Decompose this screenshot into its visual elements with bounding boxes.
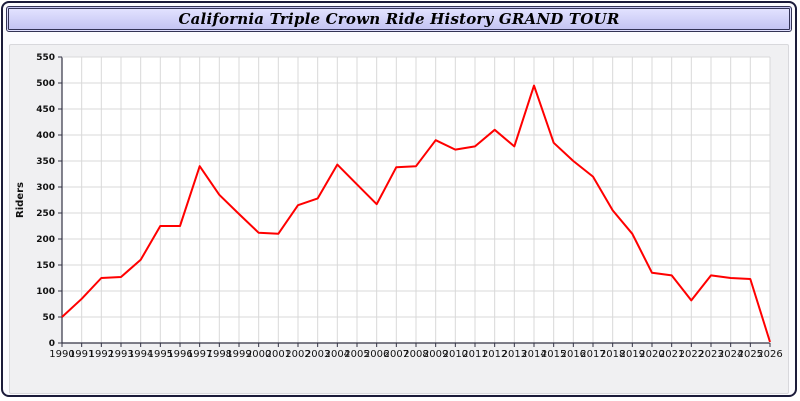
chart-title-bar: California Triple Crown Ride History GRA…: [6, 6, 792, 32]
x-tick-label: 1992: [89, 349, 114, 360]
x-tick-label: 2008: [403, 349, 428, 360]
y-tick-label: 150: [36, 261, 55, 271]
y-tick-label: 200: [36, 235, 55, 245]
x-tick-label: 2010: [443, 349, 468, 360]
y-tick-label: 450: [36, 105, 55, 115]
y-tick-label: 50: [42, 313, 55, 323]
x-tick-label: 1998: [207, 349, 232, 360]
x-tick-label: 2015: [541, 349, 566, 360]
x-tick-label: 1994: [128, 349, 153, 360]
y-tick-label: 550: [36, 53, 55, 63]
y-tick-label: 0: [49, 339, 55, 349]
x-tick-label: 2013: [502, 349, 527, 360]
x-tick-label: 2018: [600, 349, 625, 360]
x-tick-label: 2002: [285, 349, 310, 360]
x-tick-label: 2017: [580, 349, 605, 360]
y-axis-title: Riders: [15, 182, 26, 218]
x-tick-label: 2001: [266, 349, 291, 360]
x-tick-label: 2024: [718, 349, 743, 360]
x-tick-label: 2016: [561, 349, 586, 360]
x-tick-label: 2012: [482, 349, 507, 360]
x-tick-label: 2011: [462, 349, 487, 360]
chart-title: California Triple Crown Ride History GRA…: [178, 10, 620, 28]
x-tick-label: 1995: [148, 349, 173, 360]
x-tick-label: 2021: [659, 349, 684, 360]
x-tick-label: 2007: [384, 349, 409, 360]
x-tick-label: 2006: [364, 349, 389, 360]
x-tick-label: 1999: [226, 349, 251, 360]
y-tick-label: 250: [36, 209, 55, 219]
x-tick-label: 2004: [325, 349, 350, 360]
x-tick-label: 1993: [108, 349, 133, 360]
x-tick-label: 2009: [423, 349, 448, 360]
x-tick-label: 2020: [639, 349, 664, 360]
x-tick-label: 2005: [344, 349, 369, 360]
chart-panel: 0 50 100 150 200 250 300 350 400 450 500 550 1990 199…: [9, 44, 789, 394]
series-line: [61, 84, 771, 343]
x-tick-label: 1997: [187, 349, 212, 360]
x-tick-label: 2023: [698, 349, 723, 360]
x-tick-label: 2019: [620, 349, 645, 360]
x-tick-label: 2025: [738, 349, 763, 360]
x-tick-label: 2026: [757, 349, 782, 360]
y-tick-label: 400: [36, 131, 55, 141]
y-tick-label: 350: [36, 157, 55, 167]
y-tick-label: 300: [36, 183, 55, 193]
x-tick-label: 1991: [69, 349, 94, 360]
y-tick-label: 500: [36, 79, 55, 89]
chart-svg: 0501001502002503003504004505005501990199…: [15, 53, 783, 360]
x-tick-label: 2022: [679, 349, 704, 360]
x-tick-label: 1996: [167, 349, 192, 360]
x-tick-label: 2014: [521, 349, 546, 360]
y-tick-label: 100: [36, 287, 55, 297]
x-tick-label: 1990: [49, 349, 74, 360]
x-tick-label: 2003: [305, 349, 330, 360]
x-tick-label: 2000: [246, 349, 271, 360]
